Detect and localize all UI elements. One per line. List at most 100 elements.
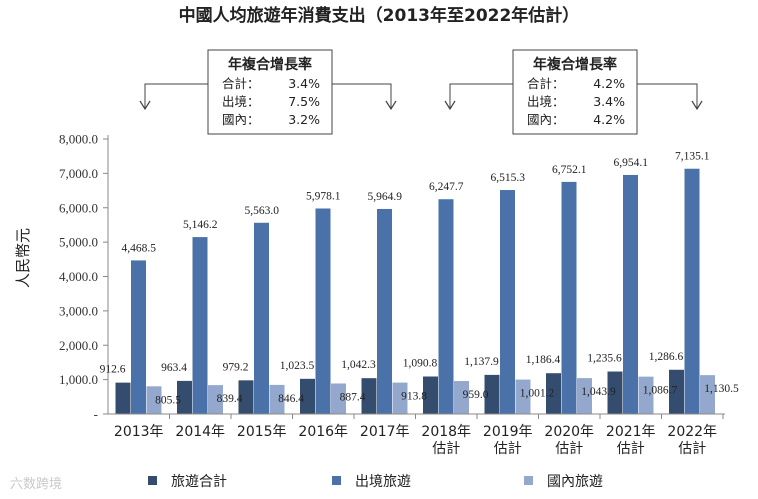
bar-旅遊合計 [300, 378, 315, 414]
bar-旅遊合計 [115, 382, 131, 414]
y-tick-label: 6,000.0 [59, 200, 98, 215]
data-label: 1,090.8 [403, 358, 438, 370]
bar-國內旅遊 [392, 382, 408, 414]
bar-出境旅遊 [377, 208, 392, 414]
chart-title: 中國人均旅遊年消費支出（2013年至2022年估計） [179, 5, 580, 26]
bar-出境旅遊 [315, 208, 331, 414]
cagr-box-frame [512, 49, 638, 135]
data-label: 6,515.3 [491, 172, 526, 184]
data-label: 6,752.1 [552, 164, 587, 176]
cagr-line-label: 國內： [222, 112, 260, 127]
bar-國內旅遊 [515, 379, 531, 414]
data-label: 1,286.6 [649, 351, 684, 363]
data-label: 839.4 [217, 393, 243, 405]
data-label: 1,186.4 [526, 354, 561, 366]
cagr-bracket-line [144, 83, 392, 108]
data-label: 1,086.7 [643, 385, 678, 397]
data-label: 6,247.7 [429, 181, 464, 193]
x-ticks: 2013年 2014年 2015年 2016年 2017年 2018年估計2019年估計2… [114, 424, 717, 457]
bar-旅遊合計 [607, 371, 623, 414]
data-label: 5,964.9 [368, 191, 403, 203]
y-tick-label: 3,000.0 [59, 303, 98, 318]
cagr-line-label: 國內： [527, 112, 565, 127]
bar-旅遊合計 [546, 373, 561, 414]
bar-出境旅遊 [561, 181, 577, 414]
x-tick-label: 2014年 [175, 424, 225, 440]
data-label: 5,563.0 [245, 205, 280, 217]
cagr-line-value: 7.5% [288, 94, 320, 109]
cagr-line-label: 合計： [222, 76, 260, 91]
legend-item: 國內旅遊 [524, 474, 603, 490]
data-label: 1,130.5 [704, 383, 739, 395]
cagr-line-label: 出境： [527, 94, 565, 109]
y-tick-label: 5,000.0 [59, 235, 98, 250]
cagr-box-frame [207, 49, 333, 135]
data-label: 5,146.2 [183, 219, 218, 231]
data-label: 1,042.3 [341, 359, 376, 371]
down-arrow-icon [139, 100, 151, 111]
data-label: 912.6 [100, 364, 126, 376]
legend-label: 旅遊合計 [171, 474, 227, 490]
data-label: 959.0 [463, 389, 489, 401]
bar-旅遊合計 [177, 380, 192, 414]
legend-swatch [524, 476, 533, 485]
x-tick-label: 估計 [555, 441, 583, 457]
data-labels: 912.6 4,468.5 805.5 963.4 5,146.2 839.4 979.2 5… [100, 151, 739, 407]
legend-label: 出境旅遊 [355, 474, 411, 490]
data-label: 963.4 [161, 362, 187, 374]
cagr-line-value: 4.2% [593, 112, 625, 127]
y-tick-label: - [94, 407, 98, 422]
data-label: 1,043.9 [581, 386, 616, 398]
data-label: 1,001.2 [520, 388, 555, 400]
bar-出境旅遊 [684, 168, 700, 414]
x-tick-label: 2015年 [237, 424, 287, 440]
down-arrow-icon [691, 100, 703, 111]
legend-swatch [332, 476, 341, 485]
bar-旅遊合計 [669, 369, 684, 414]
data-label: 913.8 [401, 391, 427, 403]
legend-label: 國內旅遊 [547, 474, 603, 490]
bar-國內旅遊 [454, 381, 469, 414]
x-tick-label: 2020年 [544, 424, 594, 440]
legend-swatch [148, 476, 157, 485]
y-tick-label: 8,000.0 [59, 132, 98, 147]
legend-item: 旅遊合計 [148, 474, 227, 490]
data-label: 805.5 [155, 394, 181, 406]
cagr-line-value: 3.4% [288, 76, 320, 91]
x-tick-label: 估計 [617, 441, 645, 457]
watermark: 六数跨境 [10, 477, 62, 492]
x-tick-label: 估計 [678, 441, 706, 457]
bar-國內旅遊 [208, 385, 223, 414]
data-label: 887.4 [340, 391, 366, 403]
bar-國內旅遊 [269, 384, 285, 414]
legend-item: 出境旅遊 [332, 474, 411, 490]
data-label: 846.4 [278, 393, 304, 405]
gridlines [103, 138, 108, 415]
x-tick-label: 2017年 [360, 424, 410, 440]
bar-旅遊合計 [238, 380, 254, 414]
y-tick-label: 1,000.0 [59, 372, 98, 387]
y-tick-label: 2,000.0 [59, 338, 98, 353]
bar-出境旅遊 [623, 174, 638, 414]
bar-出境旅遊 [192, 237, 208, 414]
cagr-line-value: 4.2% [593, 76, 625, 91]
bar-國內旅遊 [577, 378, 592, 414]
cagr-box-title: 年複合增長率 [228, 56, 312, 73]
x-tick-label: 2019年 [483, 424, 533, 440]
x-tick-label: 2022年 [667, 424, 717, 440]
legend: 旅遊合計 出境旅遊 國內旅遊 [148, 474, 603, 490]
down-arrow-icon [444, 100, 456, 111]
data-label: 1,023.5 [280, 360, 315, 372]
data-label: 6,954.1 [614, 157, 649, 169]
x-tick-label: 2013年 [114, 424, 164, 440]
data-label: 1,235.6 [587, 353, 622, 365]
data-label: 979.2 [223, 361, 249, 373]
bar-旅遊合計 [361, 378, 377, 414]
bar-出境旅遊 [131, 260, 146, 414]
x-tick-label: 2016年 [298, 424, 348, 440]
cagr-line-value: 3.2% [288, 112, 320, 127]
